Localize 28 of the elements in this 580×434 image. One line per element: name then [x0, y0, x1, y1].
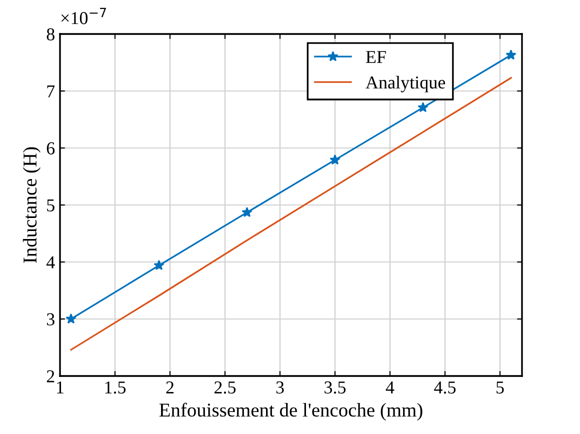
y-tick-label: 3: [46, 313, 54, 326]
x-tick-label: 5: [496, 382, 504, 394]
point: [506, 50, 516, 60]
x-tick-label: 2.5: [214, 381, 236, 394]
point: [66, 313, 76, 324]
x-tick-label: 3: [276, 381, 284, 394]
y-tick-label: 6: [46, 142, 55, 154]
point: [330, 154, 340, 165]
x-tick-label: 1.5: [105, 381, 126, 394]
x-tick-label: 4.5: [434, 382, 456, 394]
y-axis-title: Inductance (H): [22, 147, 41, 263]
y-tick-label: 7: [47, 85, 55, 98]
legend-label: Analytique: [366, 76, 446, 92]
y-tick-label: 2: [46, 370, 54, 382]
x-axis-title: Enfouissement de l'encoche (mm): [159, 402, 422, 421]
text: ×10$^{−7}$: [61, 8, 106, 24]
x-tick-label: 3.5: [324, 381, 346, 394]
x-tick-label: 4: [386, 382, 394, 394]
x-tick-label: 1: [57, 381, 64, 394]
line-series: [70, 77, 512, 351]
point: [154, 260, 164, 270]
y-tick-label: 5: [47, 199, 54, 212]
point: [242, 206, 252, 218]
legend-label: EF: [366, 51, 386, 63]
y-tick-label: 4: [46, 256, 55, 268]
point: [418, 102, 428, 112]
y-tick-label: 8: [46, 28, 54, 40]
x-tick-label: 2: [166, 381, 174, 394]
